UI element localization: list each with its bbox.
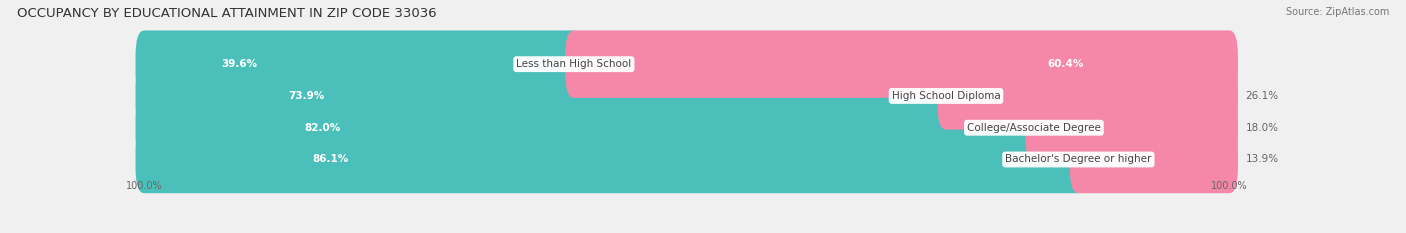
FancyBboxPatch shape (135, 94, 1237, 161)
Text: 100.0%: 100.0% (127, 181, 163, 191)
FancyBboxPatch shape (1070, 126, 1237, 193)
Text: 13.9%: 13.9% (1246, 154, 1278, 164)
Text: College/Associate Degree: College/Associate Degree (967, 123, 1101, 133)
FancyBboxPatch shape (135, 126, 1237, 193)
Text: 73.9%: 73.9% (288, 91, 325, 101)
FancyBboxPatch shape (135, 126, 1087, 193)
Text: 60.4%: 60.4% (1047, 59, 1084, 69)
Text: 18.0%: 18.0% (1246, 123, 1278, 133)
Text: 26.1%: 26.1% (1246, 91, 1278, 101)
FancyBboxPatch shape (1025, 94, 1237, 161)
FancyBboxPatch shape (135, 31, 1237, 98)
FancyBboxPatch shape (938, 62, 1237, 130)
Text: OCCUPANCY BY EDUCATIONAL ATTAINMENT IN ZIP CODE 33036: OCCUPANCY BY EDUCATIONAL ATTAINMENT IN Z… (17, 7, 436, 20)
Text: Bachelor's Degree or higher: Bachelor's Degree or higher (1005, 154, 1152, 164)
Text: Source: ZipAtlas.com: Source: ZipAtlas.com (1285, 7, 1389, 17)
Text: 86.1%: 86.1% (312, 154, 349, 164)
FancyBboxPatch shape (135, 94, 1043, 161)
Text: 39.6%: 39.6% (222, 59, 257, 69)
FancyBboxPatch shape (565, 31, 1237, 98)
FancyBboxPatch shape (135, 31, 582, 98)
Text: Less than High School: Less than High School (516, 59, 631, 69)
Text: 100.0%: 100.0% (1211, 181, 1247, 191)
FancyBboxPatch shape (135, 62, 955, 130)
Text: High School Diploma: High School Diploma (891, 91, 1001, 101)
FancyBboxPatch shape (135, 62, 1237, 130)
Text: 82.0%: 82.0% (304, 123, 340, 133)
